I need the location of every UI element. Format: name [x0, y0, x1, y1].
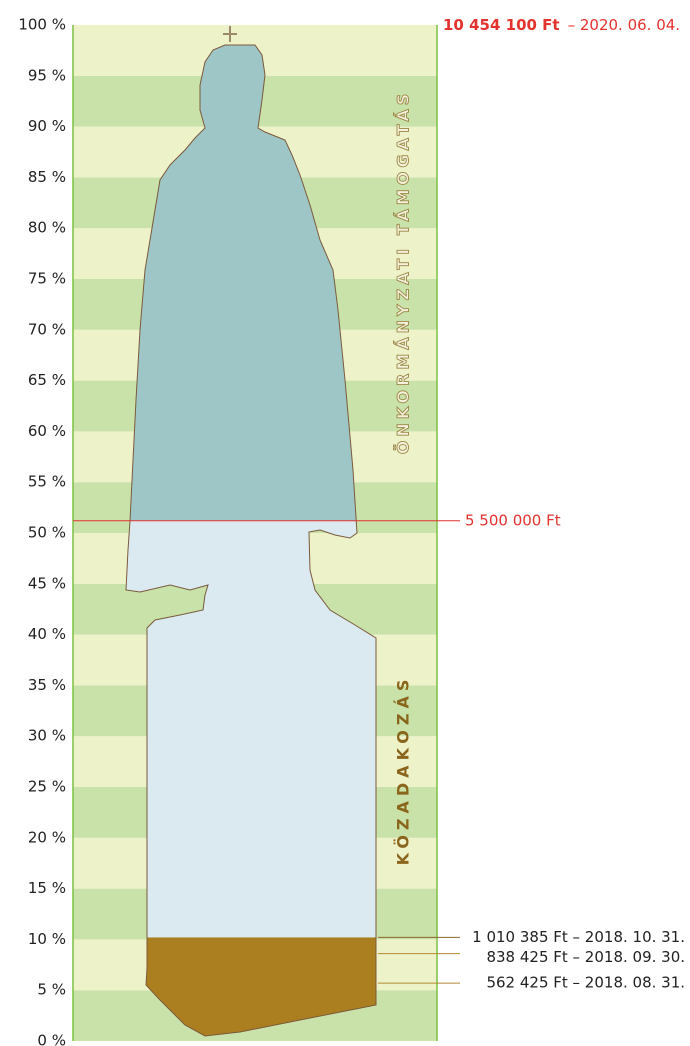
y-tick-label: 65 %: [28, 371, 66, 389]
goal-date: – 2020. 06. 04.: [568, 16, 680, 34]
section-label: KÖZADAKOZÁS: [394, 675, 413, 866]
y-tick-label: 95 %: [28, 66, 66, 84]
y-tick-label: 5 %: [37, 981, 66, 999]
section-label: ÖNKORMÁNYZATI TÁMOGATÁS: [394, 90, 413, 454]
y-tick-label: 100 %: [18, 16, 66, 34]
marker-label: 838 425 Ft – 2018. 09. 30.: [486, 948, 685, 966]
goal-amount: 10 454 100 Ft: [443, 16, 560, 34]
y-tick-label: 25 %: [28, 778, 66, 796]
y-tick-label: 10 %: [28, 930, 66, 948]
y-tick-label: 70 %: [28, 320, 66, 338]
y-tick-label: 40 %: [28, 625, 66, 643]
y-tick-label: 80 %: [28, 219, 66, 237]
y-tick-label: 15 %: [28, 879, 66, 897]
y-tick-label: 45 %: [28, 574, 66, 592]
y-tick-label: 50 %: [28, 524, 66, 542]
y-tick-label: 20 %: [28, 828, 66, 846]
chart: ÖNKORMÁNYZATI TÁMOGATÁS KÖZADAKOZÁS 10 4…: [0, 0, 690, 1046]
y-tick-label: 60 %: [28, 422, 66, 440]
y-tick-label: 0 %: [37, 1032, 66, 1046]
y-tick-label: 55 %: [28, 473, 66, 491]
y-tick-label: 85 %: [28, 168, 66, 186]
y-tick-label: 90 %: [28, 117, 66, 135]
y-tick-label: 35 %: [28, 676, 66, 694]
marker-label: 5 500 000 Ft: [465, 511, 561, 529]
marker-label: 562 425 Ft – 2018. 08. 31.: [486, 974, 685, 992]
y-tick-label: 75 %: [28, 270, 66, 288]
goal-label: 10 454 100 Ft – 2020. 06. 04.: [443, 16, 680, 34]
y-tick-label: 30 %: [28, 727, 66, 745]
marker-label: 1 010 385 Ft – 2018. 10. 31.: [472, 928, 685, 946]
